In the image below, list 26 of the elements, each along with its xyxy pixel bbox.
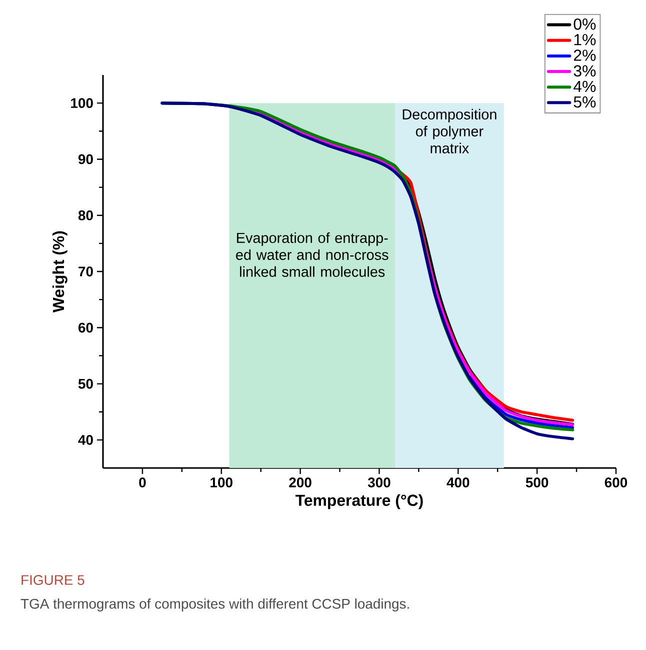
y-tick-label: 100	[71, 98, 93, 108]
y-tick-label: 90	[78, 154, 93, 164]
x-tick-label: 500	[526, 478, 548, 488]
caption: FIGURE 5	[22, 575, 84, 585]
y-tick-label: 60	[78, 322, 93, 333]
y-tick-label: 50	[78, 378, 93, 389]
legend-label: 0%	[574, 18, 596, 30]
y-tick-label: 80	[78, 210, 93, 220]
text: TGA thermograms of composites with different CCSP loadings.	[20, 598, 409, 612]
y-tick-label: 40	[78, 434, 93, 445]
legend-label: 5%	[574, 96, 596, 108]
x-tick-label: 300	[368, 478, 390, 488]
annotation: Decomposition of polymer matrix	[402, 108, 496, 154]
x-tick-label: 200	[289, 478, 312, 488]
annotation: Evaporation of entrapp-ed water and non-cross linked small molecules	[236, 232, 388, 277]
y-axis-title: Weight (%)	[52, 231, 68, 313]
x-tick-label: 600	[604, 478, 628, 488]
x-tick-label: 400	[446, 478, 470, 488]
y-tick-label: 70	[78, 266, 93, 276]
legend-label: 1%	[574, 34, 596, 46]
legend-label: 3%	[574, 65, 596, 77]
legend-label: 4%	[574, 80, 596, 92]
x-axis-title: Temperature (°C)	[296, 494, 423, 510]
x-tick-label: 100	[210, 478, 232, 488]
x-tick-label: 0	[139, 478, 146, 488]
legend-label: 2%	[574, 50, 596, 61]
